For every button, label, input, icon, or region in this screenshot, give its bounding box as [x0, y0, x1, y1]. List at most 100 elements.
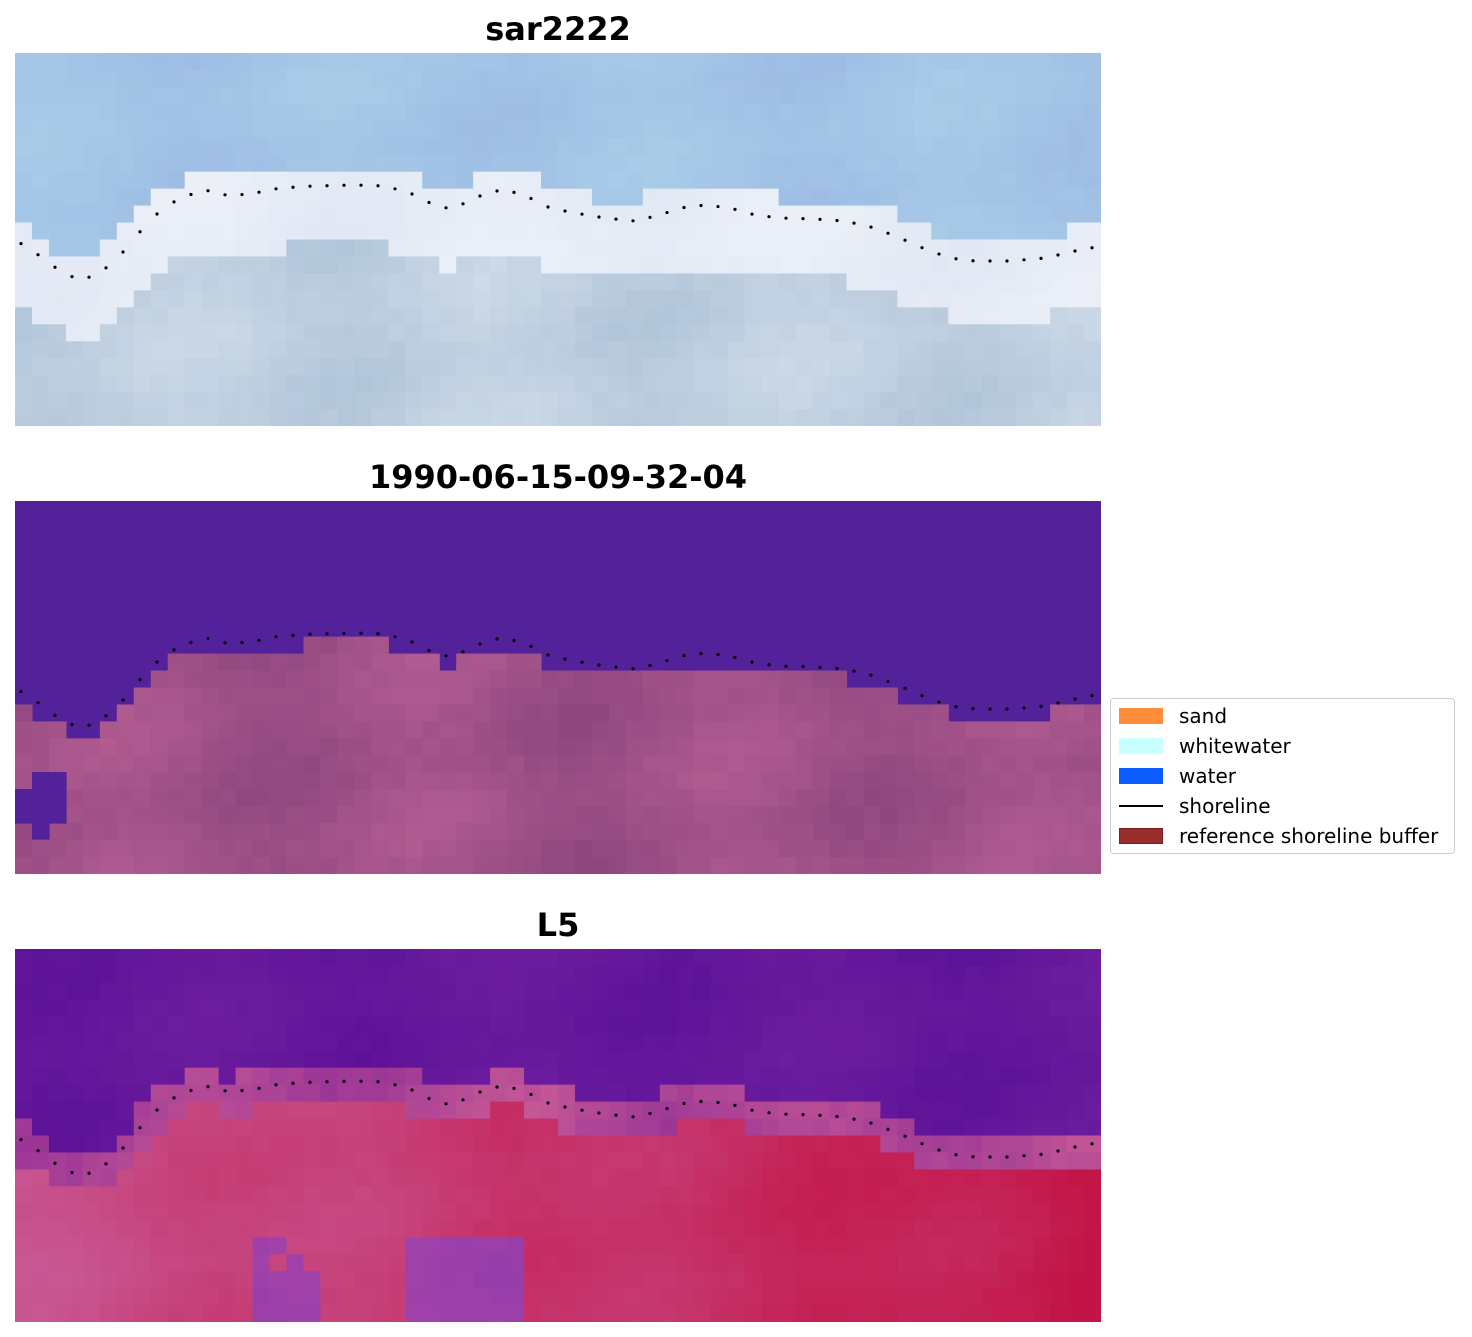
sar-pixel: [490, 307, 508, 325]
class-shoreline-point: [648, 663, 652, 667]
sar-pixel: [1084, 290, 1101, 308]
index-pixel: [99, 1254, 118, 1272]
sar-pixel: [608, 53, 627, 71]
sar-pixel: [422, 53, 440, 71]
index-pixel: [507, 1203, 525, 1221]
sar-pixel: [439, 188, 457, 207]
index-pixel: [727, 1271, 746, 1289]
sar-pixel: [727, 324, 746, 342]
sar-pixel: [642, 375, 661, 393]
index-pixel: [337, 1033, 355, 1052]
sar-pixel: [761, 358, 780, 376]
sand-pixel: [574, 823, 593, 841]
sar-pixel: [880, 341, 898, 359]
sar-shoreline-point: [546, 205, 550, 209]
sar-shoreline-point: [274, 187, 278, 191]
sar-pixel: [218, 205, 237, 224]
sar-pixel: [982, 205, 1000, 224]
index-pixel: [1033, 1101, 1051, 1120]
index-pixel: [184, 1254, 203, 1272]
sar-pixel: [676, 137, 695, 156]
sand-pixel: [150, 806, 169, 824]
index-pixel: [727, 1237, 746, 1255]
sar-pixel: [422, 307, 440, 325]
sar-pixel: [846, 69, 865, 88]
index-pixel: [167, 1288, 186, 1306]
index-pixel: [99, 1084, 118, 1103]
index-pixel: [642, 1288, 661, 1306]
sar-pixel: [65, 171, 84, 190]
sar-pixel: [1067, 171, 1085, 190]
index-pixel: [625, 949, 644, 967]
index-pixel: [116, 1050, 135, 1069]
index-pixel: [829, 999, 848, 1018]
index-pixel: [422, 1305, 440, 1322]
sand-pixel: [880, 789, 898, 807]
sar-shoreline-point: [240, 192, 244, 197]
sar-pixel: [727, 188, 746, 207]
sar-pixel: [880, 273, 898, 291]
sar-pixel: [490, 171, 508, 190]
index-shoreline-point: [478, 1090, 482, 1094]
sand-pixel: [235, 772, 254, 790]
sar-pixel: [999, 103, 1017, 122]
index-pixel: [1050, 1271, 1068, 1289]
index-pixel: [642, 965, 661, 984]
sar-pixel: [778, 358, 797, 376]
sar-pixel: [897, 53, 915, 71]
index-pixel: [727, 1169, 746, 1187]
index-pixel: [133, 1033, 152, 1052]
sar-pixel: [914, 307, 932, 325]
sar-pixel: [591, 188, 610, 207]
sar-pixel: [184, 154, 203, 173]
index-pixel: [931, 1016, 949, 1035]
sar-pixel: [608, 409, 627, 426]
sar-pixel: [914, 409, 932, 426]
sar-pixel: [320, 375, 339, 393]
class-shoreline-point: [869, 673, 873, 677]
sand-pixel: [218, 653, 237, 672]
sar-pixel: [846, 103, 865, 122]
sar-pixel: [1016, 205, 1034, 224]
index-pixel: [303, 1203, 322, 1221]
sar-pixel: [150, 375, 169, 393]
sar-pixel: [558, 358, 576, 376]
index-pixel: [846, 965, 865, 984]
index-pixel: [15, 1050, 33, 1069]
sar-pixel: [1033, 53, 1051, 71]
sar-pixel: [388, 256, 406, 275]
index-pixel: [269, 1033, 288, 1052]
index-pixel: [218, 1050, 237, 1069]
sar-pixel: [1084, 222, 1101, 241]
sar-pixel: [795, 103, 814, 122]
index-pixel: [931, 1033, 949, 1052]
index-pixel: [591, 1084, 610, 1103]
sar-shoreline-point: [1090, 246, 1094, 250]
index-pixel: [235, 1067, 254, 1086]
sand-pixel: [659, 721, 678, 739]
index-pixel: [388, 1152, 406, 1171]
index-pixel: [948, 1033, 966, 1052]
index-pixel: [337, 1067, 355, 1086]
index-pixel: [693, 965, 712, 984]
sar-pixel: [65, 358, 84, 376]
index-pixel: [880, 1237, 898, 1255]
index-pixel: [167, 1254, 186, 1272]
index-pixel: [15, 1169, 33, 1187]
index-pixel: [1050, 1118, 1068, 1137]
sand-pixel: [82, 738, 101, 756]
sand-pixel: [659, 738, 678, 756]
sar-pixel: [914, 137, 932, 156]
index-pixel: [133, 1254, 152, 1272]
sand-pixel: [303, 738, 322, 756]
index-pixel: [541, 999, 559, 1018]
index-pixel: [676, 1203, 695, 1221]
index-shoreline-point: [1090, 1142, 1094, 1146]
sand-pixel: [761, 806, 780, 824]
legend-label-whitewater: whitewater: [1179, 734, 1291, 758]
sar-pixel: [354, 273, 372, 291]
index-pixel: [965, 1033, 983, 1052]
sand-pixel: [184, 755, 203, 773]
sand-pixel: [558, 840, 576, 858]
sand-pixel: [405, 806, 423, 824]
